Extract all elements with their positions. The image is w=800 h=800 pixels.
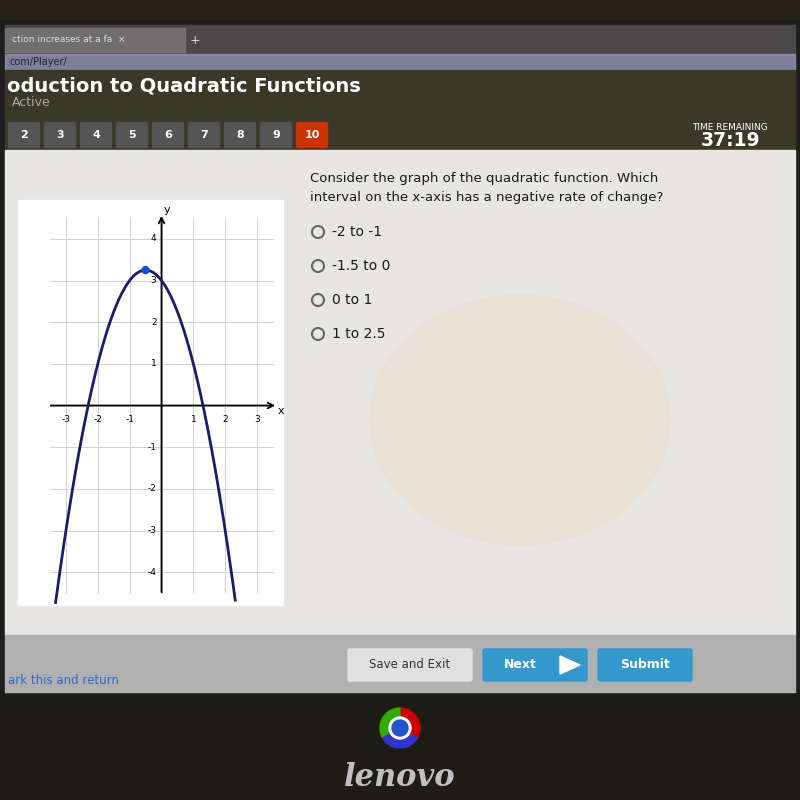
FancyBboxPatch shape — [81, 122, 111, 147]
Text: 1: 1 — [190, 414, 196, 423]
Text: 1 to 2.5: 1 to 2.5 — [332, 327, 386, 341]
Text: 4: 4 — [92, 130, 100, 140]
Text: 8: 8 — [236, 130, 244, 140]
Text: 5: 5 — [128, 130, 136, 140]
Bar — [5, 70, 795, 150]
Bar — [0, 692, 800, 800]
Text: 1: 1 — [150, 359, 157, 368]
Wedge shape — [400, 708, 420, 738]
Text: 4: 4 — [151, 234, 157, 243]
Text: com/Player/: com/Player/ — [10, 57, 68, 67]
FancyBboxPatch shape — [297, 122, 327, 147]
FancyBboxPatch shape — [348, 649, 472, 681]
Text: TIME REMAINING: TIME REMAINING — [692, 123, 768, 133]
Text: y: y — [163, 205, 170, 215]
FancyBboxPatch shape — [153, 122, 183, 147]
Bar — [5, 54, 795, 70]
FancyBboxPatch shape — [9, 122, 39, 147]
Text: 3: 3 — [254, 414, 260, 423]
Text: 2: 2 — [222, 414, 228, 423]
Text: 9: 9 — [272, 130, 280, 140]
Text: ction increases at a fa  ×: ction increases at a fa × — [12, 35, 126, 45]
FancyBboxPatch shape — [117, 122, 147, 147]
Text: -1: -1 — [147, 442, 157, 452]
Text: 7: 7 — [200, 130, 208, 140]
FancyBboxPatch shape — [598, 649, 692, 681]
Bar — [5, 150, 795, 635]
Text: -2: -2 — [148, 484, 157, 494]
Text: Active: Active — [12, 97, 50, 110]
Text: 37:19: 37:19 — [700, 131, 760, 150]
Text: Next: Next — [503, 658, 537, 671]
Ellipse shape — [370, 295, 670, 545]
Text: +: + — [190, 34, 201, 46]
FancyBboxPatch shape — [225, 122, 255, 147]
Circle shape — [142, 266, 149, 274]
Text: oduction to Quadratic Functions: oduction to Quadratic Functions — [7, 77, 361, 95]
Text: -4: -4 — [148, 568, 157, 577]
FancyBboxPatch shape — [483, 649, 587, 681]
Wedge shape — [382, 734, 418, 748]
Text: 0 to 1: 0 to 1 — [332, 293, 372, 307]
Text: 6: 6 — [164, 130, 172, 140]
Text: -2 to -1: -2 to -1 — [332, 225, 382, 239]
FancyBboxPatch shape — [261, 122, 291, 147]
Bar — [5, 28, 185, 52]
FancyBboxPatch shape — [45, 122, 75, 147]
Bar — [18, 200, 283, 605]
Text: x: x — [278, 406, 284, 415]
Text: -1: -1 — [125, 414, 134, 423]
Text: Save and Exit: Save and Exit — [370, 658, 450, 671]
Text: -3: -3 — [62, 414, 70, 423]
Text: -1.5 to 0: -1.5 to 0 — [332, 259, 390, 273]
Text: 3: 3 — [150, 276, 157, 285]
Text: Submit: Submit — [620, 658, 670, 671]
Circle shape — [392, 720, 408, 736]
Text: lenovo: lenovo — [344, 762, 456, 794]
Text: -2: -2 — [94, 414, 102, 423]
Text: Consider the graph of the quadratic function. Which
interval on the x-axis has a: Consider the graph of the quadratic func… — [310, 172, 663, 204]
Text: -3: -3 — [147, 526, 157, 535]
Bar — [5, 25, 795, 55]
Text: ark this and return: ark this and return — [8, 674, 119, 686]
Text: 2: 2 — [151, 318, 157, 326]
Polygon shape — [560, 656, 580, 674]
Wedge shape — [380, 708, 400, 738]
Text: 3: 3 — [56, 130, 64, 140]
Text: 10: 10 — [304, 130, 320, 140]
Bar — [5, 635, 795, 692]
FancyBboxPatch shape — [189, 122, 219, 147]
Circle shape — [389, 717, 411, 739]
Text: 2: 2 — [20, 130, 28, 140]
